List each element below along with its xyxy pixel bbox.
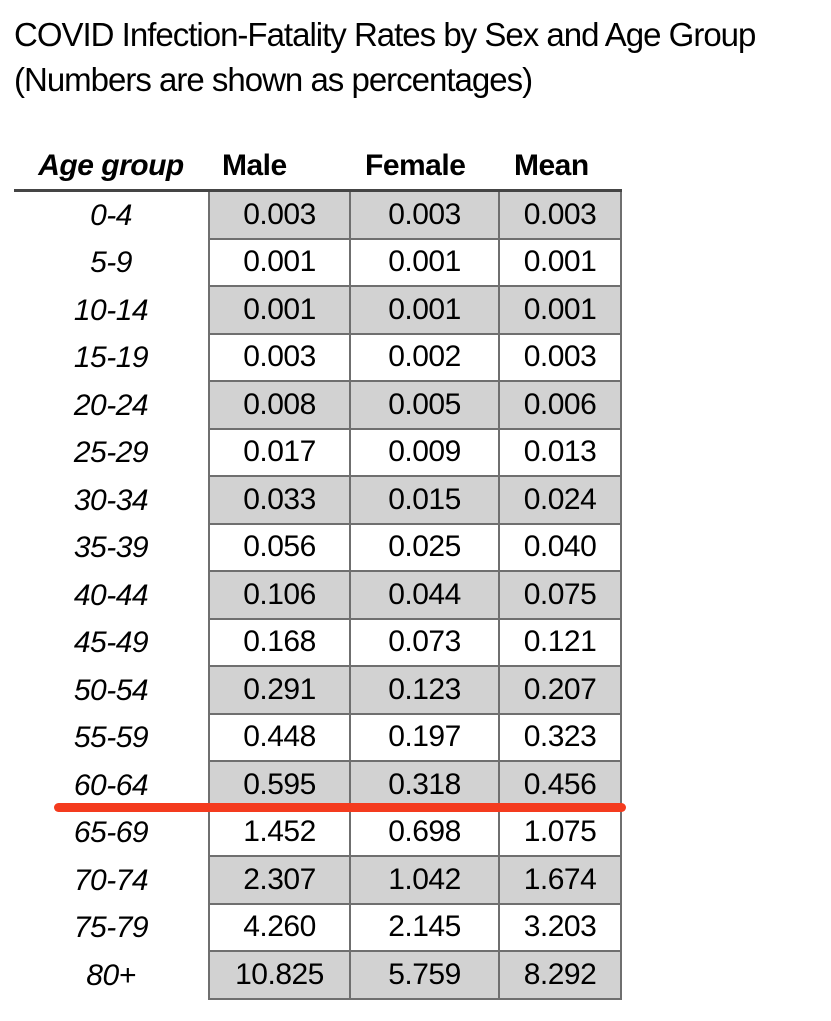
age-group-cell: 40-44 (73, 578, 149, 612)
male-value-cell: 10.825 (208, 952, 351, 1000)
male-value-cell: 0.001 (208, 287, 351, 335)
female-value-cell: 5.759 (351, 952, 500, 1000)
male-value-cell: 0.168 (208, 619, 351, 667)
female-value-cell: 0.002 (351, 334, 500, 382)
female-value-cell: 0.005 (351, 382, 500, 430)
mean-value-cell: 0.121 (500, 619, 622, 667)
female-value-cell: 0.001 (351, 239, 500, 287)
male-value-cell: 0.008 (208, 382, 351, 430)
mean-value-cell: 0.207 (500, 667, 622, 715)
ifr-table-grid: Age group Male Female Mean 0-4 0.003 0.003… (14, 143, 622, 1000)
title-line-2: (Numbers are shown as percentages) (14, 61, 533, 98)
mean-value-cell: 8.292 (500, 952, 622, 1000)
female-value-cell: 0.044 (351, 572, 500, 620)
mean-value-cell: 0.024 (500, 477, 622, 525)
male-value-cell: 0.017 (208, 429, 351, 477)
female-value-cell: 2.145 (351, 904, 500, 952)
age-group-cell: 65-69 (73, 816, 149, 850)
female-value-cell: 0.073 (351, 619, 500, 667)
mean-value-cell: 1.674 (500, 857, 622, 905)
male-value-cell: 0.106 (208, 572, 351, 620)
age-group-cell: 15-19 (73, 341, 149, 375)
column-header-mean: Mean (500, 143, 622, 192)
mean-value-cell: 0.001 (500, 239, 622, 287)
mean-value-cell: 0.001 (500, 287, 622, 335)
female-value-cell: 0.001 (351, 287, 500, 335)
mean-value-cell: 0.006 (500, 382, 622, 430)
male-value-cell: 1.452 (208, 809, 351, 857)
age-group-cell: 10-14 (73, 293, 149, 327)
male-value-cell: 4.260 (208, 904, 351, 952)
ifr-table: Age group Male Female Mean 0-4 0.003 0.003… (14, 143, 626, 1000)
mean-value-cell: 0.075 (500, 572, 622, 620)
male-value-cell: 0.291 (208, 667, 351, 715)
column-header-male: Male (208, 143, 351, 192)
female-value-cell: 0.015 (351, 477, 500, 525)
highlight-divider-line (54, 803, 626, 812)
female-value-cell: 0.197 (351, 714, 500, 762)
title-line-1: COVID Infection-Fatality Rates by Sex an… (14, 16, 756, 53)
mean-value-cell: 0.003 (500, 334, 622, 382)
female-value-cell: 0.003 (351, 192, 500, 240)
male-value-cell: 0.595 (208, 762, 351, 810)
female-value-cell: 1.042 (351, 857, 500, 905)
male-value-cell: 0.056 (208, 524, 351, 572)
page: COVID Infection-Fatality Rates by Sex an… (14, 12, 817, 1000)
female-value-cell: 0.698 (351, 809, 500, 857)
male-value-cell: 0.001 (208, 239, 351, 287)
age-group-cell: 75-79 (73, 911, 149, 945)
female-value-cell: 0.123 (351, 667, 500, 715)
age-group-cell: 0-4 (90, 198, 132, 232)
age-group-cell: 25-29 (73, 436, 149, 470)
page-title: COVID Infection-Fatality Rates by Sex an… (14, 12, 817, 102)
age-group-cell: 20-24 (73, 388, 149, 422)
mean-value-cell: 1.075 (500, 809, 622, 857)
male-value-cell: 2.307 (208, 857, 351, 905)
male-value-cell: 0.033 (208, 477, 351, 525)
mean-value-cell: 0.003 (500, 192, 622, 240)
male-value-cell: 0.003 (208, 192, 351, 240)
age-group-cell: 60-64 (73, 768, 149, 802)
age-group-cell: 50-54 (73, 673, 149, 707)
male-value-cell: 0.448 (208, 714, 351, 762)
age-group-cell: 80+ (86, 958, 136, 992)
female-value-cell: 0.025 (351, 524, 500, 572)
age-group-cell: 35-39 (73, 531, 149, 565)
age-group-cell: 5-9 (90, 246, 132, 280)
age-group-cell: 55-59 (73, 721, 149, 755)
female-value-cell: 0.009 (351, 429, 500, 477)
mean-value-cell: 0.323 (500, 714, 622, 762)
age-group-cell: 30-34 (73, 483, 149, 517)
mean-value-cell: 0.013 (500, 429, 622, 477)
age-group-cell: 70-74 (73, 863, 149, 897)
column-header-age-group: Age group (14, 143, 208, 192)
age-group-cell: 45-49 (73, 626, 149, 660)
mean-value-cell: 0.040 (500, 524, 622, 572)
male-value-cell: 0.003 (208, 334, 351, 382)
mean-value-cell: 3.203 (500, 904, 622, 952)
column-header-female: Female (351, 143, 500, 192)
